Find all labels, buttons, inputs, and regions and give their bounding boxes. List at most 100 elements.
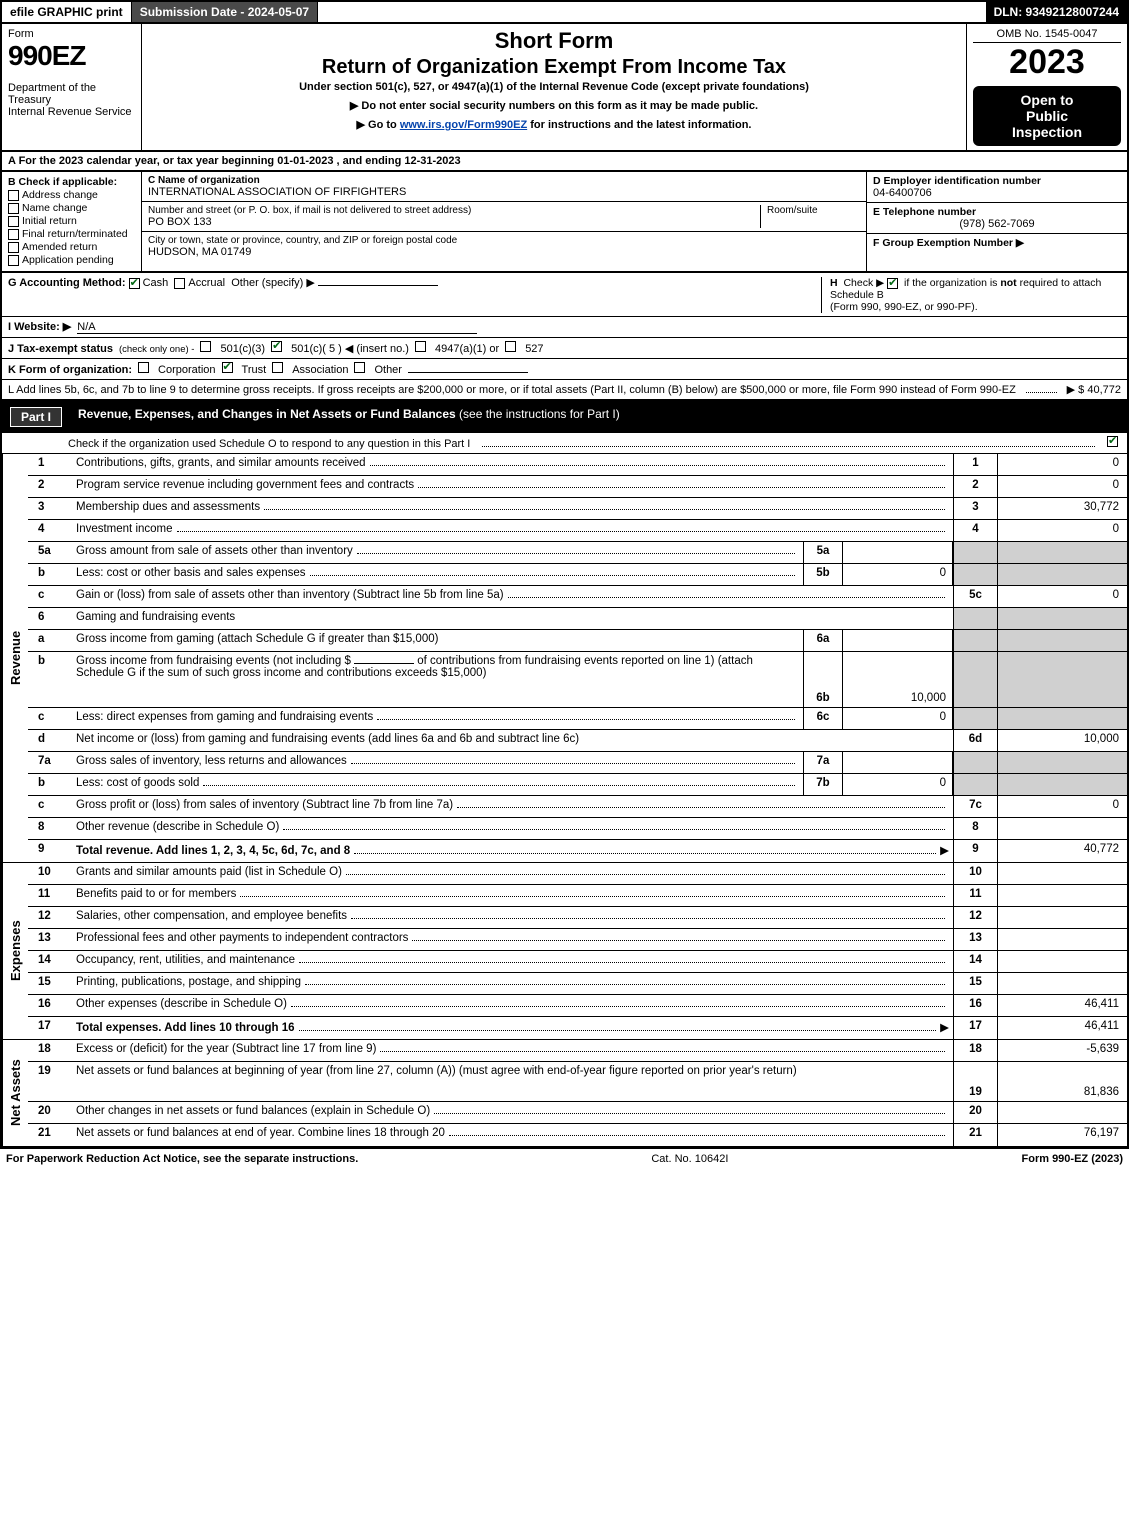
desc: Benefits paid to or for members <box>76 888 236 900</box>
chk-other-org[interactable] <box>354 362 365 373</box>
val-shade <box>997 774 1127 795</box>
footer-form: 990-EZ <box>1052 1153 1088 1165</box>
chk-h[interactable] <box>887 278 898 289</box>
chk-accrual[interactable] <box>174 278 185 289</box>
ln: 3 <box>28 498 72 519</box>
ln: 12 <box>28 907 72 928</box>
chk-527[interactable] <box>505 341 516 352</box>
chk-amended-return[interactable]: Amended return <box>8 241 135 253</box>
chk-501c3[interactable] <box>200 341 211 352</box>
chk-address-change[interactable]: Address change <box>8 189 135 201</box>
mv <box>843 630 953 651</box>
h-not: not <box>1000 277 1016 289</box>
chk-501c[interactable] <box>271 341 282 352</box>
val: 76,197 <box>997 1124 1127 1146</box>
cn-shade <box>953 652 997 707</box>
chk-corp[interactable] <box>138 362 149 373</box>
mb: 6b <box>803 652 843 707</box>
label-h: H <box>830 277 838 289</box>
mv: 0 <box>843 774 953 795</box>
desc: Other revenue (describe in Schedule O) <box>76 821 279 833</box>
info-grid: B Check if applicable: Address change Na… <box>0 171 1129 273</box>
val <box>997 863 1127 884</box>
cn: 6d <box>953 730 997 751</box>
other-org-input[interactable] <box>408 372 528 373</box>
dept-label: Department of the Treasury <box>8 82 135 106</box>
chk-cash[interactable] <box>129 278 140 289</box>
cn-shade <box>953 630 997 651</box>
city: HUDSON, MA 01749 <box>148 246 860 258</box>
val: 10,000 <box>997 730 1127 751</box>
chk-final-return[interactable]: Final return/terminated <box>8 228 135 240</box>
part1-title: Revenue, Expenses, and Changes in Net As… <box>78 407 456 421</box>
desc: Net assets or fund balances at end of ye… <box>76 1127 445 1139</box>
opt-other-org: Other <box>374 364 402 376</box>
part1-check-text: Check if the organization used Schedule … <box>8 438 470 450</box>
row-6c: c Less: direct expenses from gaming and … <box>28 708 1127 730</box>
open-to-public: Open to Public Inspection <box>973 86 1121 146</box>
chk-trust[interactable] <box>222 362 233 373</box>
j-note: (check only one) - <box>119 344 195 355</box>
row-4: 4 Investment income 4 0 <box>28 520 1127 542</box>
opt-501c: 501(c)( 5 ) ◀ (insert no.) <box>291 342 409 355</box>
chk-label: Final return/terminated <box>22 228 128 240</box>
row-6a: a Gross income from gaming (attach Sched… <box>28 630 1127 652</box>
mv: 0 <box>843 564 953 585</box>
chk-application-pending[interactable]: Application pending <box>8 254 135 266</box>
chk-4947[interactable] <box>415 341 426 352</box>
chk-assoc[interactable] <box>272 362 283 373</box>
chk-name-change[interactable]: Name change <box>8 202 135 214</box>
val: 0 <box>997 476 1127 497</box>
ln: 19 <box>28 1062 72 1101</box>
desc: Salaries, other compensation, and employ… <box>76 910 347 922</box>
ln: 15 <box>28 973 72 994</box>
ein-cell: D Employer identification number 04-6400… <box>867 172 1127 203</box>
chk-label: Address change <box>22 189 98 201</box>
val: 0 <box>997 454 1127 475</box>
chk-initial-return[interactable]: Initial return <box>8 215 135 227</box>
cn: 5c <box>953 586 997 607</box>
cn-shade <box>953 608 997 629</box>
form-word: Form <box>8 28 135 40</box>
cn: 15 <box>953 973 997 994</box>
omb-number: OMB No. 1545-0047 <box>973 28 1121 43</box>
col-d: D Employer identification number 04-6400… <box>867 172 1127 271</box>
ln: 13 <box>28 929 72 950</box>
ln: 1 <box>28 454 72 475</box>
desc: Contributions, gifts, grants, and simila… <box>76 457 366 469</box>
chk-schedule-o[interactable] <box>1107 436 1118 447</box>
other-specify-input[interactable] <box>318 285 438 286</box>
label-tel: E Telephone number <box>873 206 1121 218</box>
row-9: 9 Total revenue. Add lines 1, 2, 3, 4, 5… <box>28 840 1127 862</box>
mb: 7b <box>803 774 843 795</box>
irs-link[interactable]: www.irs.gov/Form990EZ <box>400 119 527 131</box>
cn: 2 <box>953 476 997 497</box>
line-i: I Website: ▶ N/A <box>0 317 1129 338</box>
cn-shade <box>953 542 997 563</box>
label-org-name: C Name of organization <box>148 175 860 186</box>
mb: 6a <box>803 630 843 651</box>
chk-label: Amended return <box>22 241 97 253</box>
row-5b: b Less: cost or other basis and sales ex… <box>28 564 1127 586</box>
desc: Excess or (deficit) for the year (Subtra… <box>76 1043 376 1055</box>
org-name-cell: C Name of organization INTERNATIONAL ASS… <box>142 172 866 202</box>
contrib-input[interactable] <box>354 663 414 664</box>
row-8: 8 Other revenue (describe in Schedule O)… <box>28 818 1127 840</box>
opt-corp: Corporation <box>158 364 215 376</box>
desc1: Gross income from fundraising events (no… <box>76 655 351 667</box>
h-text2: if the organization is <box>904 277 1000 289</box>
addr-cell: Number and street (or P. O. box, if mail… <box>142 202 866 232</box>
open2: Public <box>977 108 1117 124</box>
desc: Professional fees and other payments to … <box>76 932 408 944</box>
ln: b <box>28 564 72 585</box>
efile-label: efile GRAPHIC print <box>2 2 132 22</box>
submission-date: Submission Date - 2024-05-07 <box>132 2 318 22</box>
part1-tag: Part I <box>10 407 62 427</box>
val-shade <box>997 564 1127 585</box>
row-21: 21Net assets or fund balances at end of … <box>28 1124 1127 1146</box>
label-addr: Number and street (or P. O. box, if mail… <box>148 205 760 216</box>
top-bar: efile GRAPHIC print Submission Date - 20… <box>0 0 1129 24</box>
cn: 17 <box>953 1017 997 1039</box>
row-16: 16Other expenses (describe in Schedule O… <box>28 995 1127 1017</box>
val <box>997 929 1127 950</box>
